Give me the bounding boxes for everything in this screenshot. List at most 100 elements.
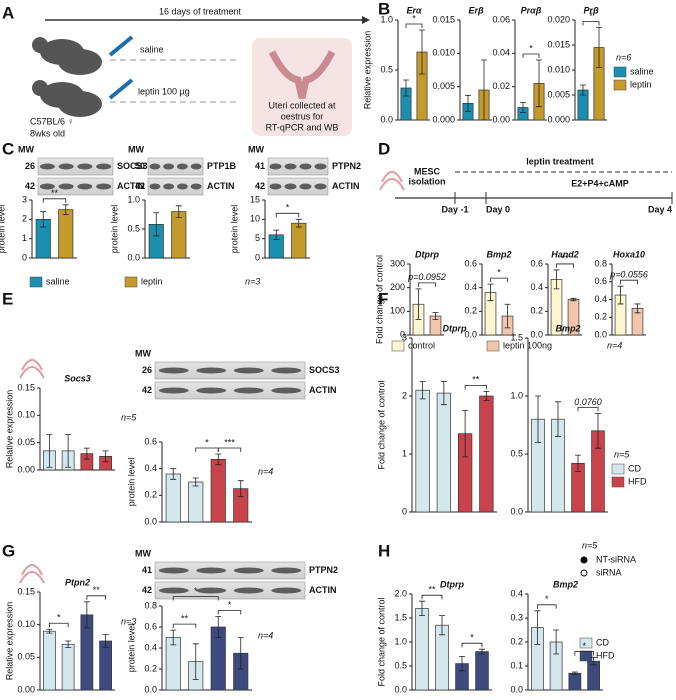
bar	[43, 630, 56, 691]
chart-title: Dtprp	[443, 323, 467, 333]
error-bar	[83, 447, 90, 460]
blot-band	[271, 587, 302, 594]
bar	[210, 458, 226, 523]
n-label: n=3	[121, 616, 136, 626]
significance-label: ***	[224, 437, 235, 447]
blot-band	[269, 163, 282, 170]
y-tick-label: 0.0	[594, 329, 607, 339]
error-bar	[534, 610, 541, 645]
error-bar	[46, 628, 53, 634]
significance-label: *	[286, 203, 290, 213]
y-tick-label: 0.6	[464, 258, 477, 268]
error-bar	[237, 480, 244, 498]
y-tick-label: 0.4	[510, 588, 523, 598]
y-tick-label: 0.020	[547, 14, 570, 24]
blot-band	[271, 567, 302, 574]
uterus-icon	[268, 50, 336, 99]
significance-bracket	[42, 198, 67, 203]
y-tick-label: 0.4	[464, 282, 477, 292]
significance-label: *	[470, 633, 474, 643]
bar	[99, 640, 112, 691]
y-tick-label: 0.4	[144, 642, 157, 652]
y-tick-label: 300	[390, 258, 405, 268]
y-axis-label: Fold change of control	[376, 597, 386, 686]
y-axis-label: protein level	[109, 205, 119, 254]
error-bar	[571, 671, 578, 675]
significance-bracket	[405, 23, 423, 28]
blot-band	[158, 587, 189, 594]
error-bar	[459, 656, 465, 672]
blot-strip	[37, 177, 114, 196]
significance-label: **	[93, 585, 101, 595]
bar	[165, 473, 181, 523]
y-tick-label: 2	[402, 390, 407, 400]
y-tick-label: 1.0	[380, 14, 393, 24]
legend-label: leptin	[141, 276, 163, 286]
y-tick-label: 5	[255, 233, 260, 243]
blot-band	[163, 163, 175, 170]
legend-label: NT-siRNA	[596, 554, 636, 564]
y-tick-label: 0.0	[464, 329, 477, 339]
y-tick-label: 1.0	[127, 194, 140, 204]
mw-size: 42	[142, 585, 152, 595]
y-tick-label: 0.0	[144, 684, 157, 694]
age-label: 8wks old	[30, 128, 65, 138]
day-label: Day 0	[486, 204, 510, 214]
blot-strip	[37, 157, 114, 176]
error-bar	[102, 634, 109, 648]
error-bar	[83, 601, 90, 629]
legend-swatch	[486, 340, 500, 352]
error-bar	[580, 84, 586, 96]
y-tick-label: 0.2	[144, 663, 157, 673]
y-tick-label: 0.010	[432, 48, 455, 58]
y-tick-label: 0.8	[144, 600, 157, 610]
panel-a-schematic	[32, 16, 370, 136]
blot-band	[77, 183, 93, 190]
error-bar	[62, 204, 69, 215]
chart-title: Erα	[406, 5, 422, 15]
y-tick-label: 0.0	[380, 114, 393, 124]
significance-bracket	[172, 623, 197, 629]
y-tick-label: 0.6	[144, 436, 157, 446]
significance-bracket	[217, 447, 242, 452]
y-axis-label: Fold change of control	[376, 380, 386, 469]
y-tick-label: 0.0	[530, 329, 543, 339]
legend-label: CD	[628, 463, 641, 473]
chart-title: Bmp2	[553, 579, 578, 589]
y-tick-label: 200	[390, 282, 405, 292]
protein-label: ACTIN	[332, 181, 360, 191]
arrow-head	[362, 16, 370, 24]
n-label: n=5	[582, 540, 598, 550]
error-bar	[273, 229, 280, 240]
error-bar	[65, 434, 72, 468]
y-tick-label: 0.00	[17, 684, 35, 694]
mw-label: MW	[18, 144, 34, 154]
legend-label: HFD	[628, 476, 647, 486]
bar	[415, 608, 429, 691]
hormone-label: E2+P4+cAMP	[571, 178, 629, 188]
blot-band	[284, 183, 297, 190]
protein-label: PTP1B	[207, 161, 237, 171]
error-bar	[596, 27, 602, 68]
error-bar	[553, 629, 560, 655]
n-label: n=6	[616, 52, 631, 62]
significance-label: p=0.0556	[609, 270, 648, 280]
error-bar	[215, 453, 222, 466]
significance-bracket	[490, 277, 508, 283]
y-tick-label: 2.0	[394, 588, 407, 598]
error-bar	[439, 615, 445, 636]
protein-label: ACTIN	[117, 181, 145, 191]
y-tick-label: 0.5	[127, 223, 140, 233]
error-bar	[295, 218, 302, 228]
outcome-label: Uteri collected at	[268, 100, 336, 110]
y-tick-label: 0.8	[594, 258, 607, 268]
blot-band	[149, 183, 161, 190]
significance-label: 0.0760	[574, 397, 602, 407]
y-tick-label: 10	[250, 214, 260, 224]
legend-marker	[580, 556, 588, 564]
bar	[291, 222, 307, 259]
blot-band	[299, 163, 312, 170]
bar	[479, 395, 494, 513]
y-tick-label: 0.010	[547, 64, 570, 74]
y-tick-label: 0.4	[144, 463, 157, 473]
